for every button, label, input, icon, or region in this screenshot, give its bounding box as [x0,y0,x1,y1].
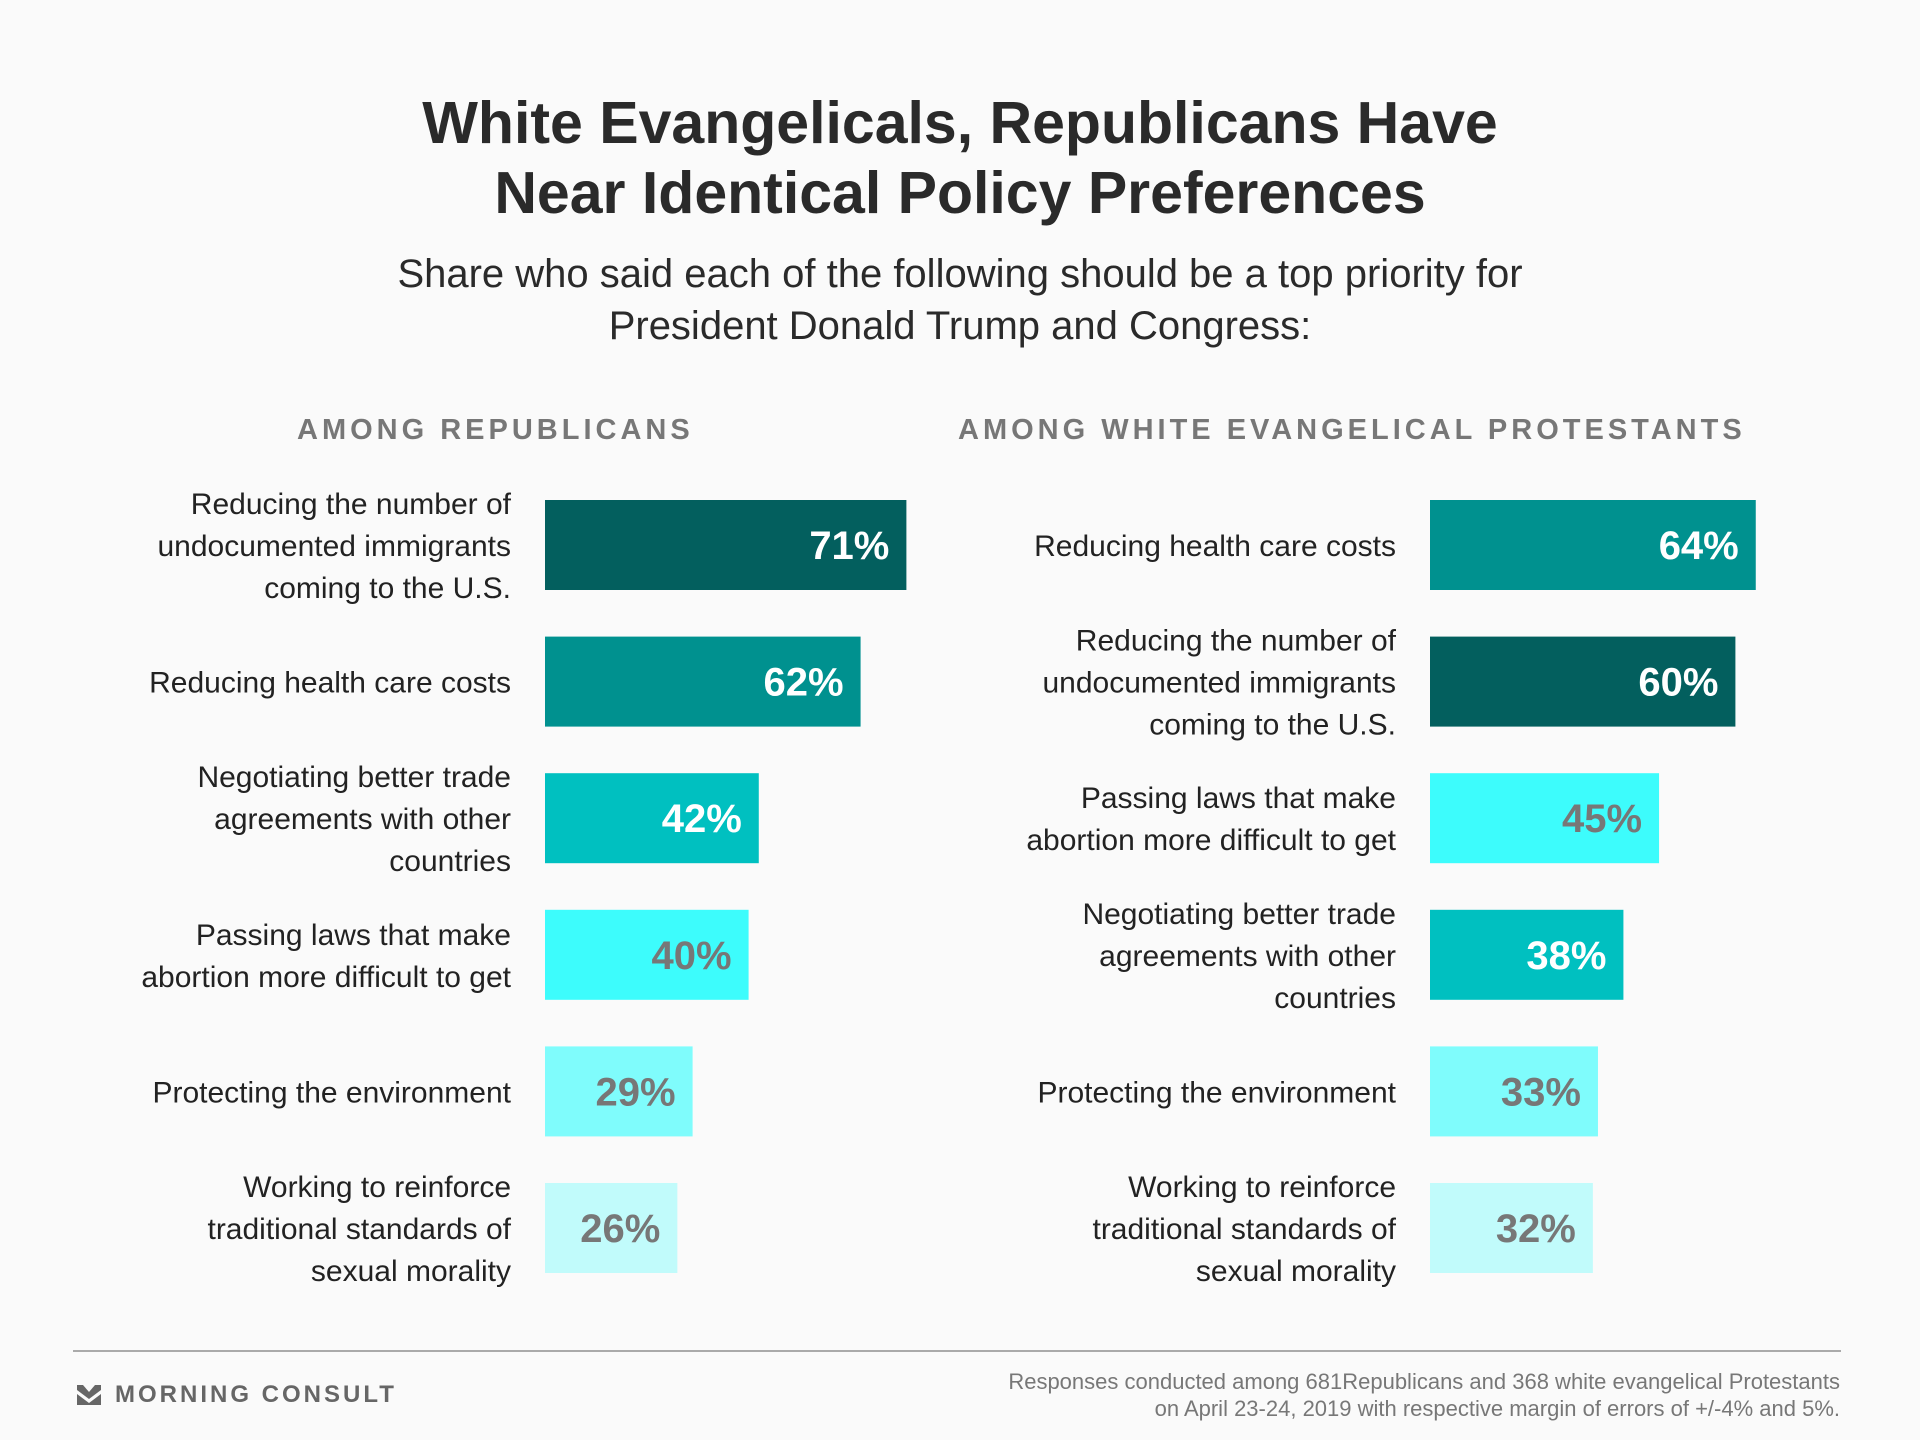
bar-row-evangelicals-6: 32% Working to reinforce traditional stand… [1092,1171,1593,1288]
chart-subtitle: Share who said each of the following sho… [0,248,1920,352]
bar-value-evangelicals-5: 33% [1501,1070,1581,1114]
category-label-republicans-4: Passing laws that make abortion more diff… [141,919,511,994]
bar-value-republicans-6: 26% [580,1207,660,1251]
chart-subtitle-line-1: Share who said each of the following sho… [397,252,1523,296]
bar-value-evangelicals-4: 38% [1526,934,1606,978]
category-label-evangelicals-3: Passing laws that make abortion more diff… [1026,782,1396,857]
bar-row-republicans-6: 26% Working to reinforce traditional stand… [207,1171,678,1288]
category-label-republicans-3: Negotiating better trade agreements with … [197,761,511,878]
methodology-note-line-2: on April 23-24, 2019 with respective mar… [1154,1396,1840,1421]
bar-row-republicans-5: 29% Protecting the environment [152,1046,693,1137]
bar-row-evangelicals-5: 33% Protecting the environment [1037,1046,1598,1137]
bar-value-republicans-1: 71% [809,524,889,568]
category-label-republicans-2: Reducing health care costs [149,667,511,700]
bar-value-republicans-5: 29% [596,1070,676,1114]
bar-value-republicans-2: 62% [764,661,844,705]
bar-evangelicals-3 [1430,773,1660,864]
bar-evangelicals-1 [1430,500,1756,590]
methodology-note: Responses conducted among 681Republicans… [840,1368,1840,1422]
brand-name: MORNING CONSULT [115,1381,397,1408]
panel-heading-republicans: AMONG REPUBLICANS [297,414,694,446]
chart-title-line-2: Near Identical Policy Preferences [494,160,1426,226]
bar-row-evangelicals-3: 45% Passing laws that make abortion more d… [1026,773,1660,864]
bar-value-evangelicals-6: 32% [1496,1207,1576,1251]
brand: MORNING CONSULT [77,1381,397,1409]
chart-subtitle-line-2: President Donald Trump and Congress: [608,304,1312,348]
category-label-republicans-1: Reducing the number of undocumented immig… [157,488,511,605]
bar-row-republicans-3: 42% Negotiating better trade agreements wi… [197,761,759,878]
category-label-republicans-6: Working to reinforce traditional standard… [207,1171,511,1288]
category-label-evangelicals-1: Reducing health care costs [1034,530,1396,563]
bar-value-republicans-3: 42% [662,797,742,841]
bar-value-evangelicals-3: 45% [1562,797,1642,841]
bar-row-republicans-1: 71% Reducing the number of undocumented im… [157,488,907,605]
bar-evangelicals-4 [1430,909,1624,1000]
bar-row-evangelicals-1: 64% Reducing health care costs [1034,500,1756,590]
bar-row-republicans-2: 62% Reducing health care costs [149,636,861,727]
bar-row-evangelicals-2: 60% Reducing the number of undocumented im… [1042,625,1736,742]
category-label-evangelicals-2: Reducing the number of undocumented immig… [1042,625,1396,742]
bar-evangelicals-2 [1430,636,1736,727]
category-label-evangelicals-6: Working to reinforce traditional standard… [1092,1171,1396,1288]
category-label-republicans-5: Protecting the environment [152,1076,511,1109]
bar-row-republicans-4: 40% Passing laws that make abortion more d… [141,909,749,1000]
methodology-note-line-1: Responses conducted among 681Republicans… [1008,1369,1840,1394]
chart-title: White Evangelicals, Republicans Have Nea… [0,88,1920,228]
category-label-evangelicals-4: Negotiating better trade agreements with … [1082,898,1396,1015]
bar-republicans-3 [545,773,759,864]
chart-title-line-1: White Evangelicals, Republicans Have [422,90,1498,156]
footer-divider [73,1350,1841,1352]
bar-value-republicans-4: 40% [652,934,732,978]
bar-republicans-6 [545,1183,678,1273]
category-label-evangelicals-5: Protecting the environment [1037,1076,1396,1109]
bar-republicans-5 [545,1046,693,1137]
bar-republicans-1 [545,500,907,590]
bar-evangelicals-5 [1430,1046,1598,1137]
bar-republicans-2 [545,636,861,727]
bar-republicans-4 [545,909,749,1000]
bar-value-evangelicals-2: 60% [1638,661,1718,705]
morning-consult-logo-icon [77,1385,101,1405]
bar-row-evangelicals-4: 38% Negotiating better trade agreements wi… [1082,898,1624,1015]
bar-value-evangelicals-1: 64% [1659,524,1739,568]
panel-heading-evangelicals: AMONG WHITE EVANGELICAL PROTESTANTS [958,414,1746,446]
bar-evangelicals-6 [1430,1183,1593,1273]
